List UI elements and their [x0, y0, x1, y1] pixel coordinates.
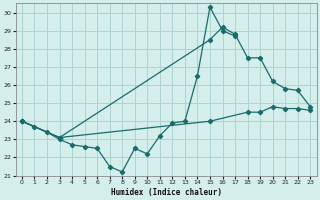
X-axis label: Humidex (Indice chaleur): Humidex (Indice chaleur) — [111, 188, 221, 197]
